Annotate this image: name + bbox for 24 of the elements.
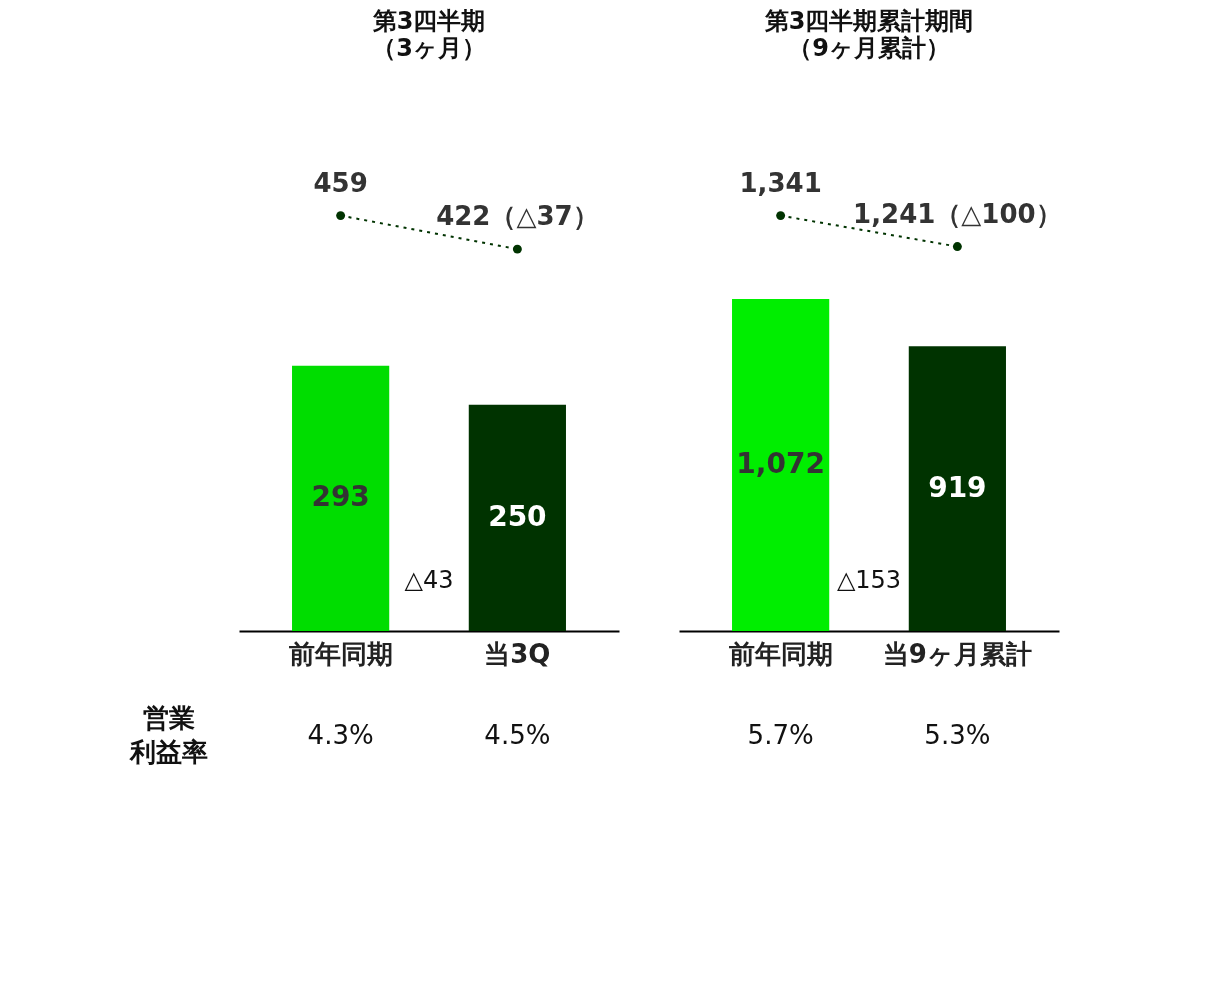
x-tick-label: 当3Q — [484, 638, 551, 669]
data-label: 459 — [313, 167, 368, 198]
x-tick-label: 前年同期 — [727, 638, 833, 669]
chart-subtitle: （3ヶ月） — [372, 34, 486, 62]
text: 5.7% — [747, 720, 814, 750]
x-tick-label: 当9ヶ月累計 — [882, 638, 1032, 669]
data-label: 293 — [311, 480, 370, 514]
data-label: 250 — [488, 499, 547, 533]
data-label: 1,341 — [739, 167, 822, 198]
chart-subtitle: （9ヶ月累計） — [788, 34, 950, 62]
annotation: △153 — [836, 566, 902, 594]
data-label: 422（△37） — [436, 201, 599, 232]
annotation: △43 — [404, 566, 454, 594]
x-tick-label: 前年同期 — [287, 638, 393, 669]
chart-title: 第3四半期累計期間 — [763, 7, 974, 35]
text: 営業 — [143, 703, 195, 733]
data-label: 1,072 — [736, 446, 825, 480]
data-label: 1,241（△100） — [853, 198, 1062, 229]
text: 5.3% — [924, 720, 991, 750]
text: 4.5% — [484, 720, 551, 750]
text: 4.3% — [307, 720, 374, 750]
chart-title: 第3四半期 — [371, 7, 486, 35]
text: 利益率 — [129, 737, 208, 767]
data-label: 919 — [928, 470, 987, 504]
